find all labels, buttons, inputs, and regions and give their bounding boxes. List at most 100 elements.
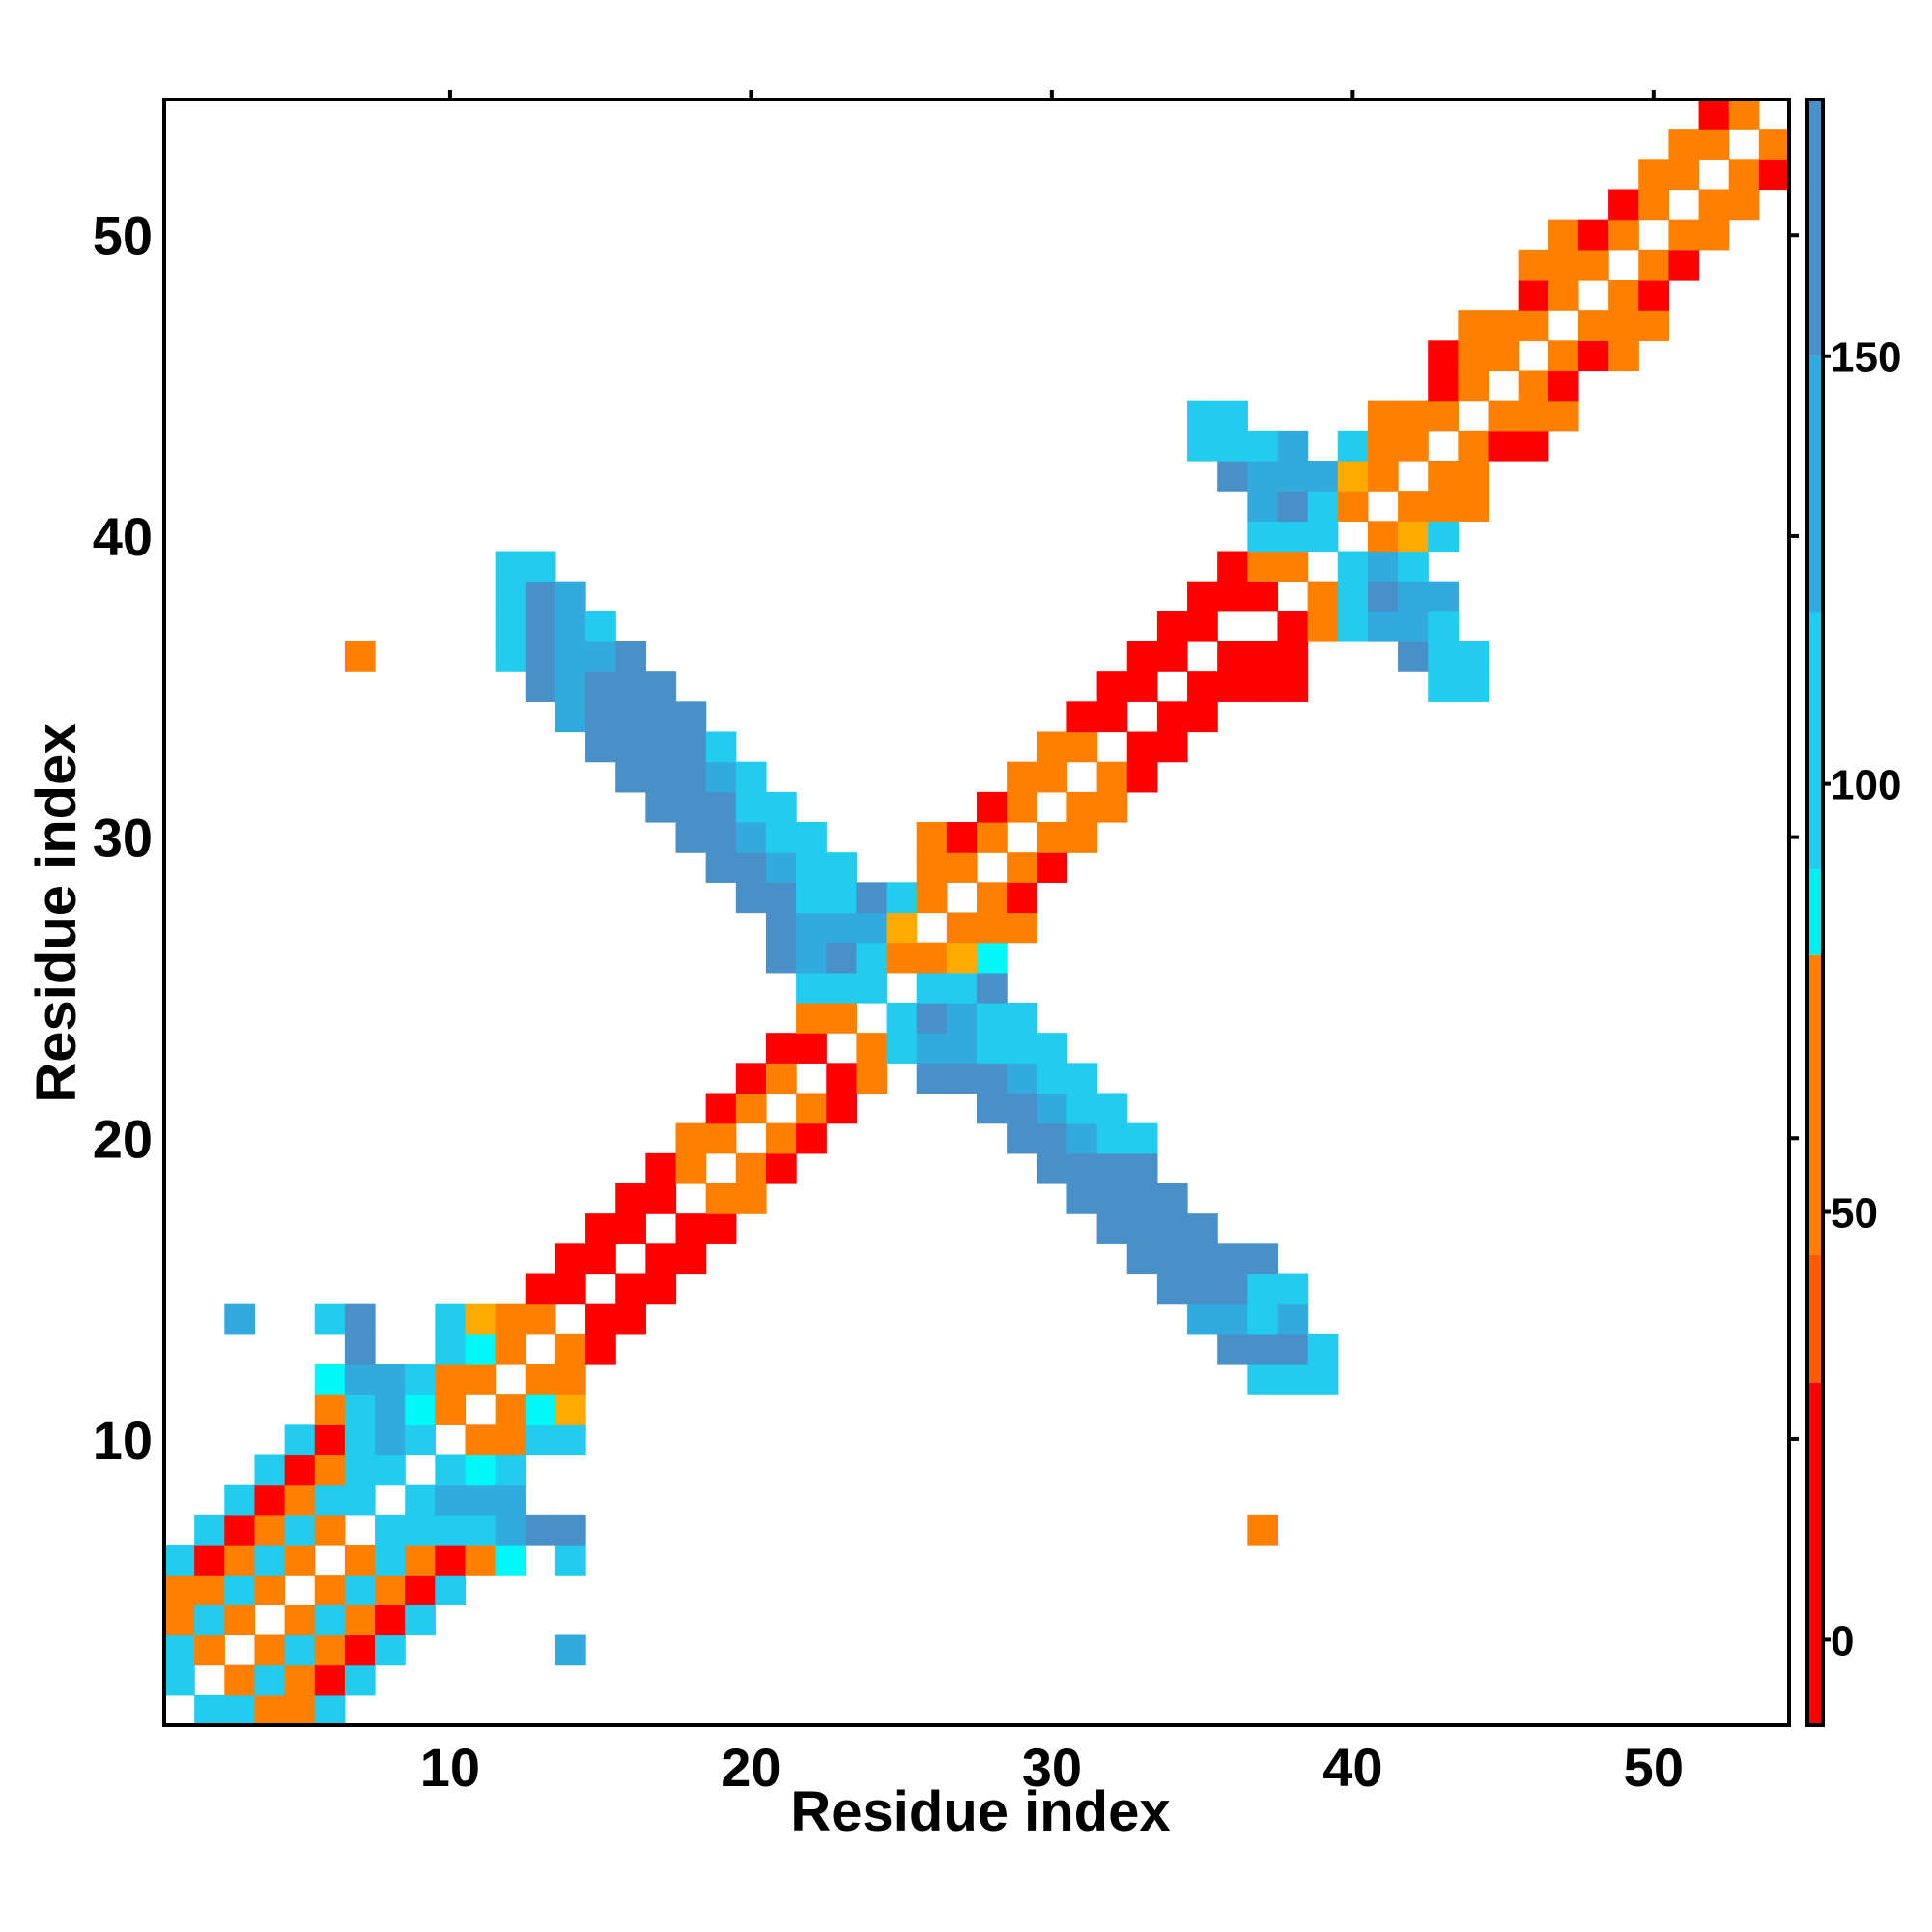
heatmap-cell bbox=[826, 1063, 858, 1094]
heatmap-cell bbox=[495, 1424, 526, 1456]
heatmap-cell bbox=[1458, 491, 1490, 522]
heatmap-cell bbox=[585, 641, 616, 672]
heatmap-cell bbox=[675, 761, 707, 793]
heatmap-cell bbox=[1518, 400, 1549, 432]
heatmap-cell bbox=[1066, 1093, 1098, 1124]
heatmap-cell bbox=[1728, 159, 1760, 191]
heatmap-cell bbox=[796, 942, 827, 974]
heatmap-cell bbox=[705, 1093, 737, 1124]
heatmap-cell bbox=[675, 791, 707, 823]
heatmap-cell bbox=[977, 1033, 1008, 1064]
heatmap-cell bbox=[1187, 671, 1218, 702]
heatmap-cell bbox=[1608, 280, 1639, 311]
heatmap-cell bbox=[1037, 761, 1068, 793]
heatmap-cell bbox=[495, 641, 526, 672]
heatmap-cell bbox=[525, 581, 556, 612]
heatmap-cell bbox=[645, 1152, 677, 1184]
heatmap-cell bbox=[1217, 1243, 1248, 1275]
heatmap-cell bbox=[765, 791, 797, 823]
heatmap-cell bbox=[344, 1575, 376, 1605]
heatmap-cell bbox=[465, 1454, 497, 1486]
heatmap-cell bbox=[1007, 1003, 1037, 1034]
heatmap-cell bbox=[314, 1424, 346, 1456]
heatmap-cell bbox=[1367, 430, 1399, 462]
heatmap-cell bbox=[194, 1545, 225, 1576]
heatmap-cell bbox=[796, 1033, 827, 1064]
heatmap-cell bbox=[1277, 1364, 1309, 1395]
heatmap-cell bbox=[495, 1394, 526, 1425]
heatmap-cell bbox=[1548, 370, 1579, 402]
heatmap-cell bbox=[1367, 581, 1399, 612]
heatmap-cell bbox=[314, 1694, 346, 1726]
heatmap-cell bbox=[977, 882, 1008, 914]
heatmap-cell bbox=[375, 1605, 406, 1636]
heatmap-cell bbox=[705, 731, 737, 763]
heatmap-cell bbox=[826, 1093, 858, 1124]
heatmap-cell bbox=[1007, 912, 1037, 944]
heatmap-cell bbox=[1307, 1333, 1339, 1365]
heatmap-cell bbox=[1187, 430, 1218, 462]
heatmap-cell bbox=[1187, 1273, 1218, 1305]
heatmap-cell bbox=[1307, 1364, 1339, 1395]
heatmap-cells bbox=[164, 99, 1790, 1726]
heatmap-cell bbox=[1277, 1303, 1309, 1335]
heatmap-cell bbox=[554, 1545, 586, 1576]
heatmap-cell bbox=[194, 1605, 225, 1636]
heatmap-cell bbox=[645, 731, 677, 763]
heatmap-cell bbox=[1698, 219, 1730, 251]
heatmap-cell bbox=[284, 1605, 316, 1636]
heatmap-cell bbox=[224, 1694, 256, 1726]
heatmap-cell bbox=[886, 912, 918, 944]
y-tick-label: 30 bbox=[93, 808, 153, 868]
heatmap-cell bbox=[1307, 581, 1339, 612]
heatmap-cell bbox=[946, 1063, 978, 1094]
heatmap-cell bbox=[1428, 340, 1459, 372]
heatmap-cell bbox=[675, 701, 707, 733]
heatmap-cell bbox=[796, 912, 827, 944]
heatmap-cell bbox=[735, 1093, 767, 1124]
heatmap-cell bbox=[1668, 219, 1700, 251]
heatmap-cell bbox=[495, 1303, 526, 1335]
heatmap-cell bbox=[554, 1634, 586, 1666]
heatmap-cell bbox=[1096, 701, 1128, 733]
heatmap-cell bbox=[705, 761, 737, 793]
heatmap-cell bbox=[1458, 671, 1490, 702]
heatmap-cell bbox=[554, 701, 586, 733]
heatmap-cell bbox=[765, 852, 797, 883]
heatmap-cell bbox=[735, 1063, 767, 1094]
heatmap-cell bbox=[645, 761, 677, 793]
heatmap-cell bbox=[1668, 249, 1700, 281]
heatmap-cell bbox=[1367, 611, 1399, 642]
heatmap-cell bbox=[1277, 521, 1309, 553]
heatmap-cell bbox=[1217, 461, 1248, 492]
heatmap-cell bbox=[1187, 611, 1218, 642]
heatmap-cell bbox=[314, 1454, 346, 1486]
heatmap-cell bbox=[344, 1424, 376, 1456]
heatmap-cell bbox=[314, 1303, 346, 1335]
heatmap-cell bbox=[1247, 1364, 1279, 1395]
heatmap-cell bbox=[495, 1484, 526, 1516]
heatmap-cell bbox=[585, 1243, 616, 1275]
heatmap-cell bbox=[1367, 400, 1399, 432]
heatmap-cell bbox=[405, 1514, 436, 1546]
heatmap-cell bbox=[525, 611, 556, 642]
heatmap-cell bbox=[1577, 219, 1609, 251]
heatmap-cell bbox=[946, 852, 978, 883]
heatmap-cell bbox=[765, 1033, 797, 1064]
heatmap-cell bbox=[916, 1003, 948, 1034]
heatmap-cell bbox=[1608, 189, 1639, 221]
heatmap-cell bbox=[1758, 129, 1790, 160]
heatmap-cell bbox=[1428, 491, 1459, 522]
heatmap-cell bbox=[525, 1303, 556, 1335]
heatmap-cell bbox=[1428, 611, 1459, 642]
heatmap-cell bbox=[1518, 280, 1549, 311]
heatmap-cell bbox=[1037, 1152, 1068, 1184]
heatmap-cell bbox=[224, 1303, 256, 1335]
heatmap-cell bbox=[1217, 671, 1248, 702]
heatmap-cell bbox=[1428, 581, 1459, 612]
heatmap-cell bbox=[826, 882, 858, 914]
heatmap-cell bbox=[977, 791, 1008, 823]
heatmap-cell bbox=[554, 1424, 586, 1456]
heatmap-cell bbox=[1367, 461, 1399, 492]
heatmap-cell bbox=[1066, 1183, 1098, 1214]
